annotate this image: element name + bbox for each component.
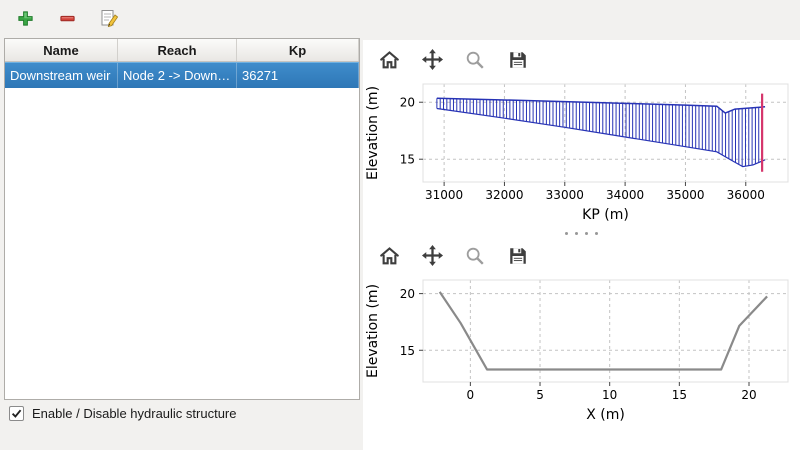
checkmark-icon bbox=[11, 409, 22, 418]
svg-text:10: 10 bbox=[602, 388, 617, 402]
magnifier-icon bbox=[466, 51, 484, 69]
svg-text:15: 15 bbox=[400, 153, 415, 167]
minus-icon bbox=[59, 15, 75, 21]
pan-icon bbox=[421, 48, 443, 71]
svg-text:20: 20 bbox=[400, 287, 415, 301]
svg-text:KP (m): KP (m) bbox=[582, 207, 629, 223]
svg-text:35000: 35000 bbox=[666, 188, 704, 202]
edit-icon bbox=[101, 10, 119, 28]
home-icon bbox=[379, 50, 399, 68]
pan-button[interactable] bbox=[418, 242, 446, 270]
cell-structure-name: Downstream weir bbox=[5, 63, 118, 88]
save-button[interactable] bbox=[504, 242, 532, 270]
pan-button[interactable] bbox=[418, 46, 446, 74]
column-header-reach[interactable]: Reach bbox=[118, 39, 237, 61]
table-header: Name Reach Kp bbox=[5, 39, 359, 62]
svg-text:Elevation (m): Elevation (m) bbox=[365, 86, 381, 180]
home-icon bbox=[379, 246, 399, 264]
cross-section-toolbar bbox=[363, 236, 800, 272]
cell-structure-kp: 36271 bbox=[237, 63, 359, 88]
svg-text:31000: 31000 bbox=[425, 188, 463, 202]
zoom-button[interactable] bbox=[461, 242, 489, 270]
home-button[interactable] bbox=[375, 46, 403, 74]
zoom-button[interactable] bbox=[461, 46, 489, 74]
pan-icon bbox=[421, 244, 443, 267]
plus-icon bbox=[17, 10, 33, 26]
main-toolbar bbox=[0, 0, 800, 36]
svg-text:15: 15 bbox=[400, 344, 415, 358]
add-structure-button[interactable] bbox=[12, 5, 38, 31]
cell-structure-reach: Node 2 -> Down… bbox=[118, 63, 237, 88]
enable-structure-checkbox[interactable]: Enable / Disable hydraulic structure bbox=[9, 406, 237, 421]
cross-section-plot: 0 5 10 15 20 15 20 X (m) Elevation (m) bbox=[363, 236, 800, 424]
svg-text:Elevation (m): Elevation (m) bbox=[365, 284, 381, 378]
svg-text:32000: 32000 bbox=[485, 188, 523, 202]
svg-text:X (m): X (m) bbox=[586, 407, 625, 423]
save-button[interactable] bbox=[504, 46, 532, 74]
checkbox-label[interactable]: Enable / Disable hydraulic structure bbox=[32, 406, 237, 421]
splitter-handle[interactable] bbox=[548, 230, 614, 236]
svg-text:0: 0 bbox=[467, 388, 475, 402]
save-icon bbox=[510, 247, 526, 264]
column-header-kp[interactable]: Kp bbox=[237, 39, 359, 61]
svg-text:15: 15 bbox=[672, 388, 687, 402]
kp-profile-plot: 31000 32000 33000 34000 35000 36000 15 20 KP (m)… bbox=[363, 40, 800, 224]
kp-profile-chart[interactable]: 31000 32000 33000 34000 35000 36000 15 20 KP (m)… bbox=[363, 76, 800, 224]
column-header-name[interactable]: Name bbox=[5, 39, 118, 61]
remove-structure-button[interactable] bbox=[54, 5, 80, 31]
magnifier-icon bbox=[466, 247, 484, 265]
svg-text:5: 5 bbox=[536, 388, 544, 402]
svg-text:34000: 34000 bbox=[606, 188, 644, 202]
home-button[interactable] bbox=[375, 242, 403, 270]
edit-structure-button[interactable] bbox=[96, 5, 122, 31]
cross-section-chart[interactable]: 0 5 10 15 20 15 20 X (m) Elevation (m) bbox=[363, 272, 800, 424]
svg-text:36000: 36000 bbox=[727, 188, 765, 202]
svg-text:33000: 33000 bbox=[546, 188, 584, 202]
svg-text:20: 20 bbox=[741, 388, 756, 402]
table-row[interactable]: Downstream weir Node 2 -> Down… 36271 bbox=[5, 62, 359, 88]
plots-panel: 31000 32000 33000 34000 35000 36000 15 20 KP (m)… bbox=[363, 40, 800, 450]
svg-text:20: 20 bbox=[400, 96, 415, 110]
kp-plot-toolbar bbox=[363, 40, 800, 76]
structures-panel: Name Reach Kp Downstream weir Node 2 -> … bbox=[4, 38, 360, 400]
checkbox-box[interactable] bbox=[9, 406, 24, 421]
save-icon bbox=[510, 51, 526, 68]
